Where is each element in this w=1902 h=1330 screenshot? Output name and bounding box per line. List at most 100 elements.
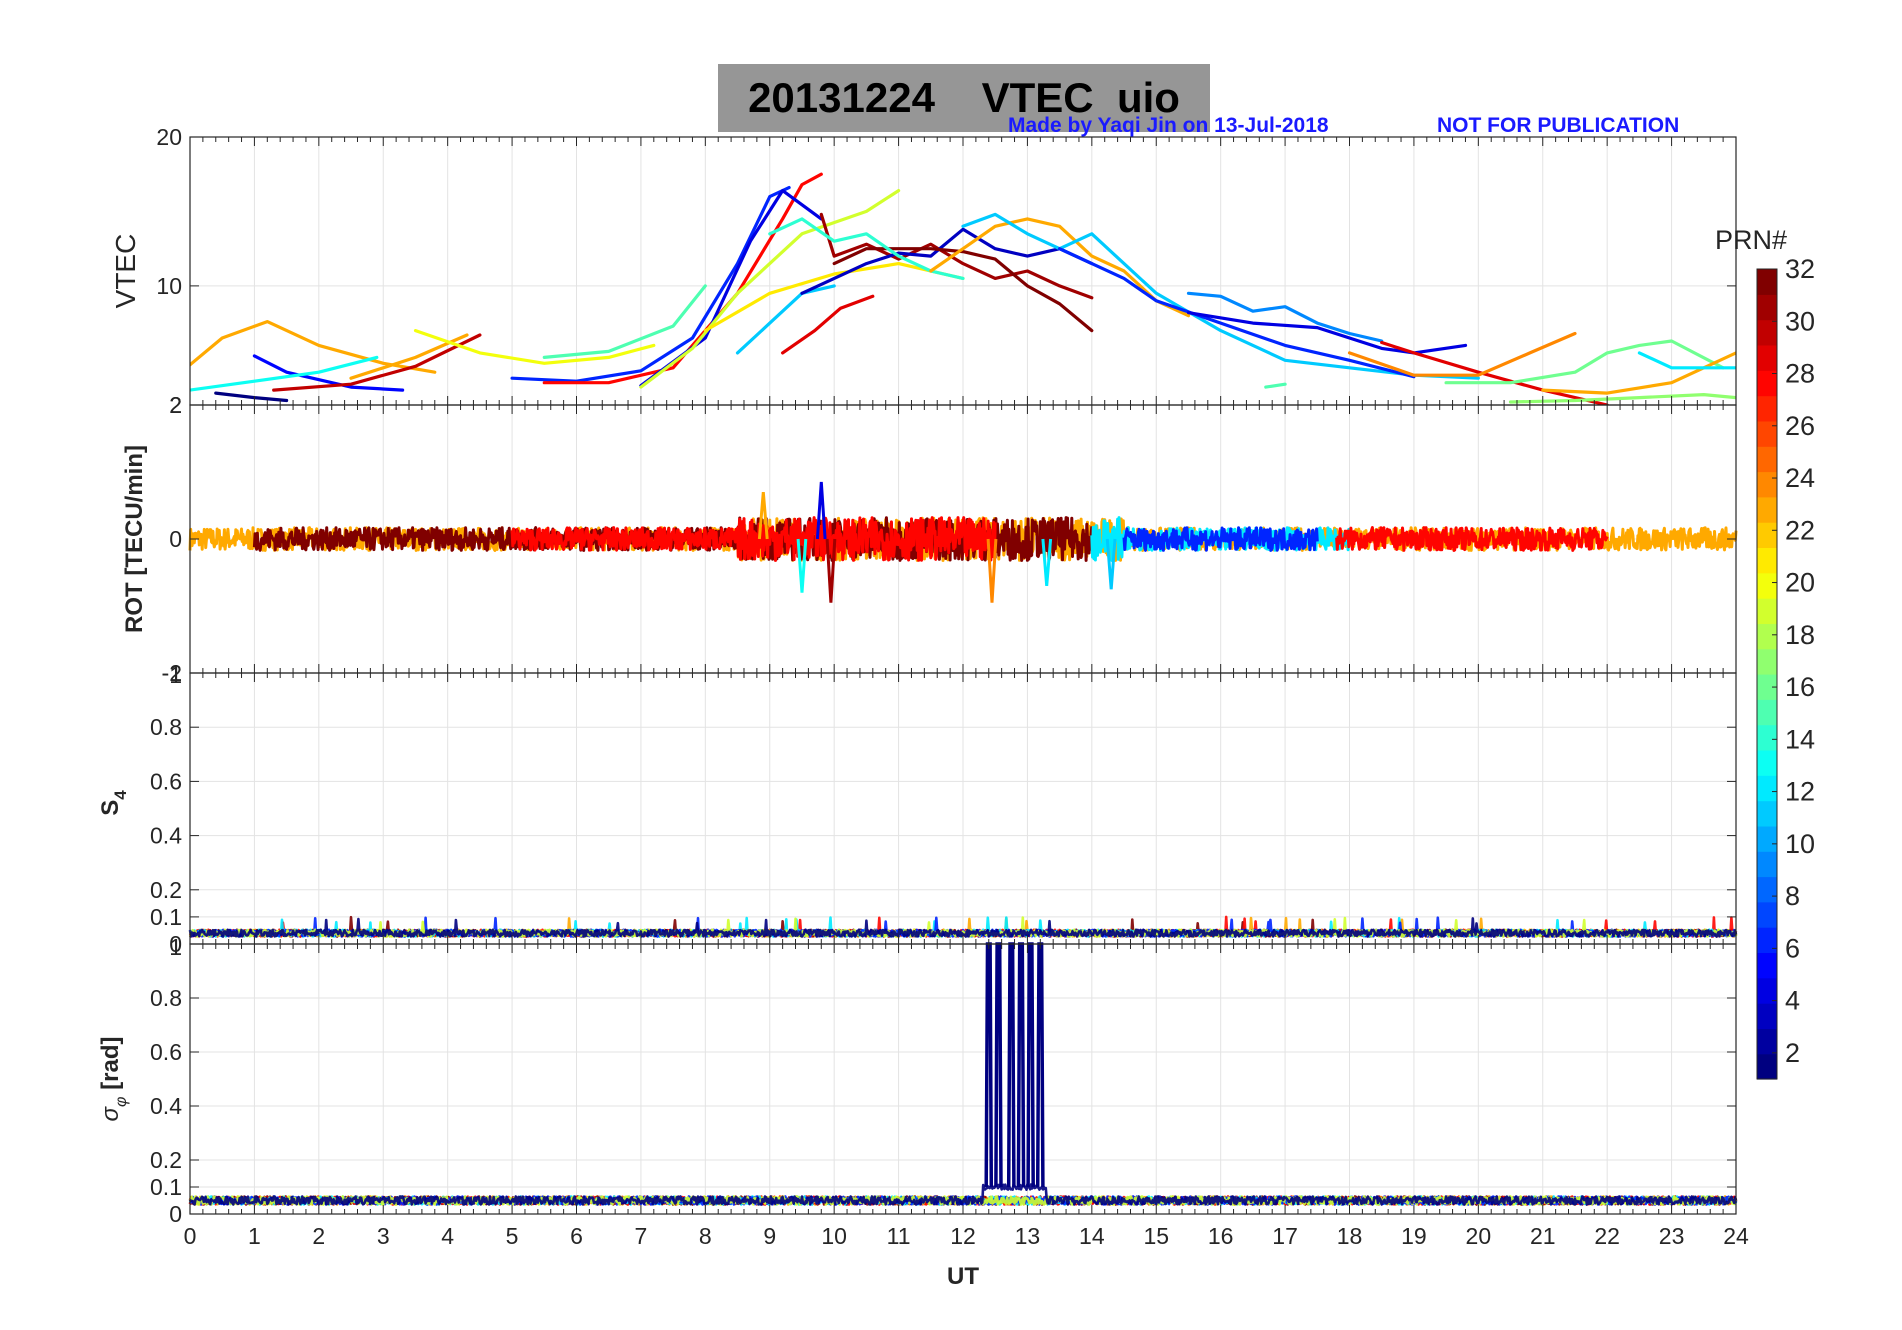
rot-noise-prn-6 bbox=[1122, 526, 1319, 552]
colorbar-cell bbox=[1757, 800, 1777, 827]
y-tick-label: 1 bbox=[169, 934, 182, 960]
x-tick-label: 5 bbox=[506, 1223, 519, 1249]
rot-noise-prn-28 bbox=[1335, 526, 1609, 552]
x-tick-label: 0 bbox=[184, 1223, 197, 1249]
sigma-line-prn-1 bbox=[188, 1183, 1738, 1206]
y-tick-label: 1 bbox=[169, 662, 182, 688]
x-tick-label: 19 bbox=[1401, 1223, 1427, 1249]
vtec-line-prn-23 bbox=[929, 217, 1191, 318]
vtec-line-prn-11 bbox=[961, 212, 1480, 380]
vtec-line-prn-4 bbox=[1186, 311, 1468, 355]
sigma-spike bbox=[1035, 942, 1045, 1188]
colorbar-cell bbox=[1757, 749, 1777, 776]
colorbar-cell bbox=[1757, 1053, 1777, 1080]
colorbar-cell bbox=[1757, 420, 1777, 447]
rot-spike-prn-11 bbox=[1105, 538, 1117, 590]
y-label-s4: S4 bbox=[97, 790, 130, 816]
y-tick-label: -1 bbox=[162, 660, 182, 686]
x-tick-label: 14 bbox=[1079, 1223, 1105, 1249]
rot-spike-prn-12 bbox=[1041, 538, 1053, 587]
x-tick-label: 3 bbox=[377, 1223, 390, 1249]
colorbar-cell bbox=[1757, 294, 1777, 321]
sigma-spike bbox=[1026, 942, 1035, 1188]
vtec-line-prn-29 bbox=[1380, 340, 1609, 405]
colorbar-cell bbox=[1757, 674, 1777, 700]
x-tick-label: 9 bbox=[763, 1223, 776, 1249]
x-tick-label: 15 bbox=[1143, 1223, 1169, 1249]
x-tick-label: 20 bbox=[1466, 1223, 1492, 1249]
colorbar-cell bbox=[1757, 699, 1777, 726]
y-tick-label: 10 bbox=[156, 273, 182, 299]
vtec-line-prn-29 bbox=[780, 294, 875, 355]
colorbar-cell bbox=[1757, 927, 1777, 953]
x-tick-label: 4 bbox=[441, 1223, 454, 1249]
vtec-line-prn-21 bbox=[703, 262, 965, 333]
y-tick-label: 0.6 bbox=[150, 768, 182, 794]
y-tick-label: 0.2 bbox=[150, 1147, 182, 1173]
colorbar-tick-label: 14 bbox=[1785, 724, 1815, 754]
colorbar-cell bbox=[1757, 319, 1777, 346]
x-tick-label: 2 bbox=[312, 1223, 325, 1249]
x-tick-label: 1 bbox=[248, 1223, 261, 1249]
colorbar-cell bbox=[1757, 876, 1777, 903]
vtec-line-prn-20 bbox=[413, 329, 656, 365]
y-tick-label: 20 bbox=[156, 124, 182, 150]
y-tick-label: 0.2 bbox=[150, 877, 182, 903]
colorbar-cell bbox=[1757, 572, 1777, 599]
y-label-vtec: VTEC bbox=[110, 234, 141, 309]
x-tick-label: 6 bbox=[570, 1223, 583, 1249]
vtec-line-prn-15 bbox=[542, 284, 707, 359]
vtec-line-prn-11 bbox=[735, 284, 836, 355]
x-tick-label: 10 bbox=[821, 1223, 847, 1249]
vtec-line-prn-9 bbox=[1186, 291, 1384, 343]
x-tick-label: 12 bbox=[950, 1223, 976, 1249]
colorbar-tick-label: 24 bbox=[1785, 463, 1815, 493]
sigma-spike bbox=[1006, 942, 1016, 1188]
colorbar-cell bbox=[1757, 370, 1777, 397]
y-tick-label: 0.6 bbox=[150, 1039, 182, 1065]
vtec-series-group bbox=[190, 172, 1736, 405]
sigma-spike bbox=[1016, 942, 1026, 1188]
x-tick-label: 7 bbox=[635, 1223, 648, 1249]
vtec-line-prn-3 bbox=[800, 227, 1094, 295]
sigma-spike bbox=[994, 942, 1003, 1188]
colorbar-cell bbox=[1757, 648, 1777, 675]
colorbar-cell bbox=[1757, 851, 1777, 878]
colorbar-cell bbox=[1757, 977, 1777, 1004]
x-tick-label: 22 bbox=[1594, 1223, 1620, 1249]
axis-labels: 102000.10.20.40.60.800.10.20.40.60.822-2… bbox=[97, 124, 1749, 1290]
colorbar-cell bbox=[1757, 775, 1777, 802]
colorbar-tick-label: 26 bbox=[1785, 411, 1815, 441]
vtec-line-prn-4 bbox=[639, 189, 823, 388]
colorbar-tick-label: 30 bbox=[1785, 306, 1815, 336]
y-label-rot: ROT [TECU/min] bbox=[121, 445, 148, 633]
colorbar-cell bbox=[1757, 952, 1777, 979]
x-tick-label: 23 bbox=[1659, 1223, 1685, 1249]
vtec-line-prn-17 bbox=[1508, 393, 1736, 404]
x-tick-label: 8 bbox=[699, 1223, 712, 1249]
figure-title: 20131224 VTEC uio bbox=[748, 74, 1180, 121]
x-tick-label: 17 bbox=[1272, 1223, 1298, 1249]
colorbar-cell bbox=[1757, 395, 1777, 422]
title-box: 20131224 VTEC uio bbox=[718, 64, 1210, 132]
colorbar-cell bbox=[1757, 901, 1777, 928]
y-tick-label: 0.8 bbox=[150, 714, 182, 740]
vtec-line-prn-13 bbox=[190, 355, 379, 392]
colorbar-tick-label: 12 bbox=[1785, 777, 1815, 807]
y-tick-label: 0 bbox=[169, 526, 182, 552]
colorbar-tick-label: 16 bbox=[1785, 672, 1815, 702]
x-tick-label: 18 bbox=[1337, 1223, 1363, 1249]
y-tick-label: 0 bbox=[169, 931, 182, 957]
vtec-line-prn-28 bbox=[542, 172, 823, 385]
y-tick-label: 0 bbox=[169, 1201, 182, 1227]
x-tick-label: 16 bbox=[1208, 1223, 1234, 1249]
sigma-spike bbox=[984, 942, 994, 1188]
vtec-line-prn-19 bbox=[639, 189, 901, 389]
colorbar-cell bbox=[1757, 522, 1777, 548]
x-axis-label: UT bbox=[947, 1263, 979, 1290]
colorbar-cell bbox=[1757, 1028, 1777, 1055]
y-tick-label: 0.4 bbox=[150, 1093, 182, 1119]
colorbar-cell bbox=[1757, 547, 1777, 574]
tick-layer bbox=[189, 136, 1737, 1215]
